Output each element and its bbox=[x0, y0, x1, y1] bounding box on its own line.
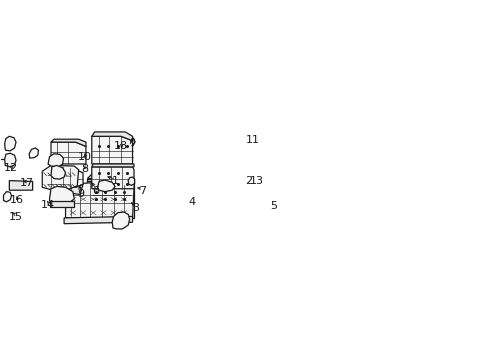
Polygon shape bbox=[66, 182, 134, 220]
Text: 9: 9 bbox=[77, 189, 84, 199]
Polygon shape bbox=[128, 177, 135, 185]
Text: 3: 3 bbox=[132, 203, 139, 213]
Text: 2: 2 bbox=[245, 176, 253, 186]
Polygon shape bbox=[48, 154, 64, 167]
Polygon shape bbox=[49, 201, 74, 207]
Polygon shape bbox=[87, 179, 134, 218]
Text: 16: 16 bbox=[10, 195, 24, 205]
Polygon shape bbox=[5, 136, 16, 151]
Text: 14: 14 bbox=[41, 201, 55, 210]
Polygon shape bbox=[42, 166, 79, 189]
Polygon shape bbox=[51, 142, 86, 164]
Polygon shape bbox=[64, 216, 133, 224]
Text: 10: 10 bbox=[78, 152, 92, 162]
Polygon shape bbox=[3, 192, 12, 202]
Text: 8: 8 bbox=[81, 164, 89, 174]
Text: 6: 6 bbox=[92, 186, 99, 196]
Polygon shape bbox=[112, 212, 130, 229]
Text: 11: 11 bbox=[246, 135, 260, 145]
Text: 13: 13 bbox=[250, 176, 264, 186]
Polygon shape bbox=[9, 181, 33, 190]
Polygon shape bbox=[92, 164, 134, 167]
Text: 4: 4 bbox=[188, 197, 196, 207]
Text: 18: 18 bbox=[114, 141, 128, 150]
Text: 15: 15 bbox=[9, 212, 23, 222]
Polygon shape bbox=[29, 148, 38, 158]
Polygon shape bbox=[121, 179, 125, 181]
Polygon shape bbox=[51, 139, 86, 147]
Polygon shape bbox=[5, 153, 16, 167]
Text: 17: 17 bbox=[20, 179, 34, 189]
Polygon shape bbox=[51, 166, 66, 179]
Polygon shape bbox=[49, 186, 74, 204]
Polygon shape bbox=[92, 132, 133, 141]
Polygon shape bbox=[92, 136, 133, 164]
Polygon shape bbox=[87, 179, 92, 181]
Text: 12: 12 bbox=[4, 163, 18, 173]
Polygon shape bbox=[57, 170, 83, 187]
Polygon shape bbox=[57, 184, 83, 194]
Polygon shape bbox=[98, 180, 115, 192]
Text: 1: 1 bbox=[112, 176, 119, 186]
Text: 5: 5 bbox=[270, 201, 277, 211]
Text: 7: 7 bbox=[139, 186, 146, 196]
Polygon shape bbox=[92, 167, 134, 189]
Polygon shape bbox=[87, 174, 134, 179]
